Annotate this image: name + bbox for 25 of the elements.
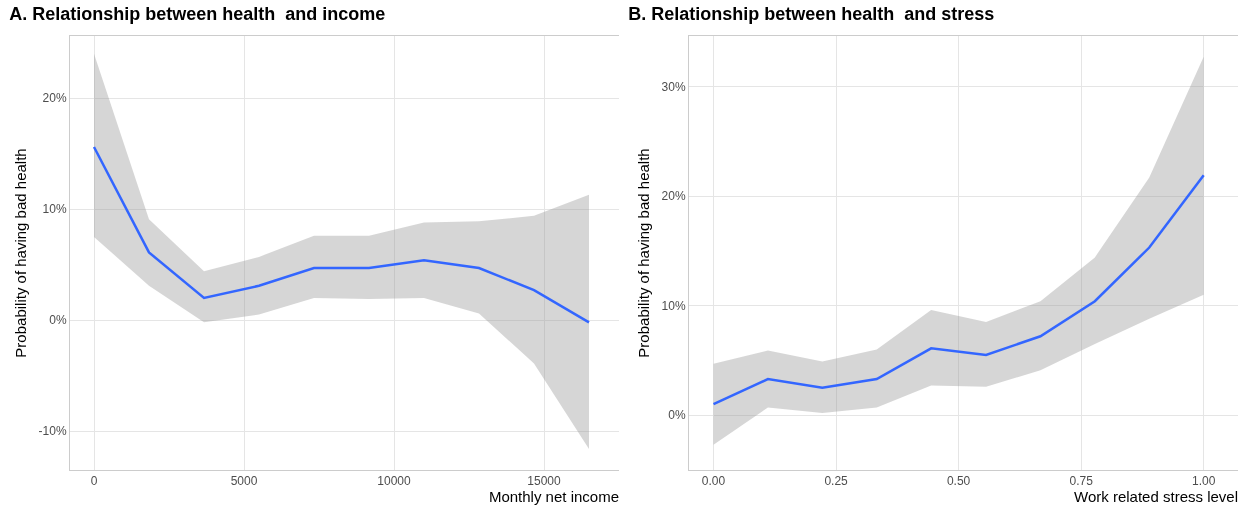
y-axis-title: Probability of having bad health (634, 148, 652, 358)
chart-title: B. Relationship between health and stress (628, 4, 995, 25)
x-tick-label: 5000 (230, 474, 258, 489)
y-axis-title: Probability of having bad health (11, 148, 29, 358)
y-tick-label: 30% (661, 79, 686, 94)
y-tick-label: 20% (42, 91, 67, 106)
x-axis-title: Work related stress level (1074, 488, 1238, 506)
x-tick-label: 0 (90, 474, 98, 489)
y-tick-label: 10% (42, 202, 67, 217)
y-tick-label: 20% (661, 189, 686, 204)
x-tick-label: 15000 (527, 474, 562, 489)
y-tick-label: -10% (38, 424, 67, 439)
x-tick-label: 0.75 (1069, 474, 1094, 489)
chart-title: A. Relationship between health and income (9, 4, 386, 25)
x-tick-label: 0.25 (824, 474, 849, 489)
x-tick-label: 10000 (377, 474, 412, 489)
y-tick-label: 10% (661, 298, 686, 313)
x-axis-title: Monthly net income (488, 488, 619, 506)
y-tick-label: 0% (49, 313, 67, 328)
line-series (712, 173, 1205, 406)
x-tick-label: 1.00 (1192, 474, 1216, 489)
x-tick-label: 0.00 (701, 474, 726, 489)
y-tick-label: 0% (668, 408, 686, 423)
x-tick-label: 0.50 (946, 474, 971, 489)
line-series (92, 145, 591, 324)
